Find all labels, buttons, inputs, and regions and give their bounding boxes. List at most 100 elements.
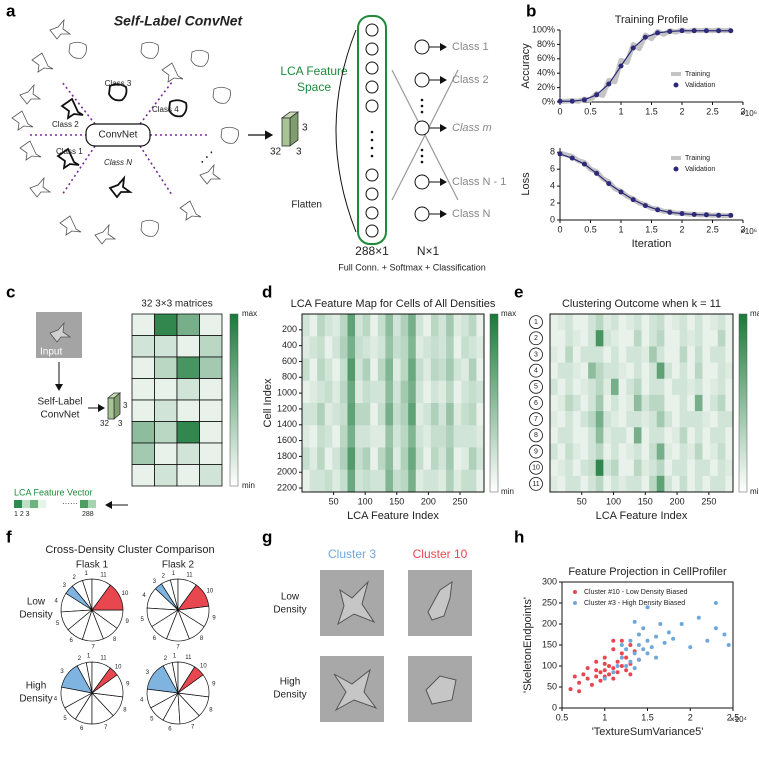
heat-cell — [461, 380, 470, 404]
slice-label: 2 — [78, 656, 82, 662]
heat-cell — [377, 380, 386, 404]
flatten-bracket — [335, 29, 357, 233]
heat-cell — [603, 378, 612, 396]
row-label: Density — [19, 610, 52, 621]
heat-cell — [565, 394, 574, 412]
heat-cell — [618, 362, 627, 380]
heat-cell — [633, 411, 642, 428]
y-tick-label: 250 — [542, 597, 557, 607]
point — [569, 155, 575, 161]
panel-label: g — [262, 527, 272, 546]
heat-cell — [557, 346, 566, 363]
row-badge — [529, 460, 543, 475]
heat-cell — [415, 314, 424, 337]
point — [628, 643, 633, 647]
row-label: 2 — [534, 335, 538, 342]
heat-cell — [408, 336, 417, 359]
slice-label: 6 — [70, 638, 74, 644]
heat-cell — [626, 330, 635, 347]
heat-cell — [672, 443, 680, 460]
heat-cell — [618, 427, 627, 444]
heat-cell — [656, 475, 665, 493]
heat-cell — [710, 346, 719, 363]
row-label: Density — [273, 605, 306, 616]
heat-cell — [355, 336, 363, 359]
heat-cell — [309, 403, 318, 426]
heat-cell — [476, 336, 485, 359]
colorbar — [738, 313, 748, 493]
heat-cell — [664, 394, 673, 412]
matrices-grid — [131, 313, 223, 487]
heat-cell — [694, 378, 703, 396]
heat-cell — [595, 362, 604, 380]
heat-cell — [332, 314, 341, 337]
point — [667, 28, 673, 34]
heat-cell — [317, 314, 326, 337]
heat-cell — [415, 336, 424, 359]
x-tick-label: 0 — [557, 224, 562, 234]
heat-cell — [672, 411, 680, 428]
heat-cell — [710, 443, 719, 460]
matrix-cell — [154, 313, 178, 336]
heat-cell — [572, 459, 581, 477]
heat-cell — [347, 336, 356, 359]
heat-cell — [641, 475, 650, 493]
point — [636, 643, 641, 647]
heat-cell — [317, 447, 326, 471]
heat-cell — [355, 314, 363, 337]
x-tick-label: 0 — [557, 106, 562, 116]
slice-label: 4 — [54, 696, 58, 702]
heat-cell — [446, 425, 454, 448]
slice-label: 8 — [113, 637, 117, 643]
pie-slice — [91, 661, 111, 695]
point — [581, 672, 586, 677]
point — [641, 626, 646, 631]
row-label: 7 — [534, 416, 538, 423]
point — [728, 212, 734, 218]
heat-cell — [694, 362, 703, 380]
heat-cell — [611, 346, 619, 363]
heat-cell — [687, 394, 696, 412]
heat-cell — [664, 330, 673, 347]
slice-label: 10 — [115, 664, 122, 670]
heat-cell — [565, 314, 574, 331]
heat-cell — [324, 314, 333, 337]
heat-cell — [415, 447, 424, 471]
row-label: High — [26, 681, 47, 692]
panel-a: Self-Label ConvNet ⋰ ConvNet Class 3 Cla… — [11, 13, 506, 272]
heat-cell — [446, 469, 454, 493]
point — [618, 189, 624, 195]
matrix-cell — [176, 378, 200, 401]
heat-cell — [339, 336, 348, 359]
colorbar-label: min — [750, 487, 759, 496]
point — [607, 664, 612, 668]
heat-cell — [679, 394, 688, 412]
point — [645, 605, 650, 610]
point — [691, 211, 697, 217]
caption: Full Conn. + Softmax + Classification — [338, 262, 486, 272]
heat-cell — [725, 330, 734, 347]
heat-cell — [377, 469, 386, 493]
heat-cell — [649, 475, 658, 493]
heat-cell — [317, 403, 326, 426]
heat-cell — [415, 425, 424, 448]
point — [602, 668, 607, 673]
heat-cell — [461, 447, 470, 471]
heat-cell — [557, 314, 566, 331]
class-label: Class 3 — [105, 79, 132, 88]
heat-cell — [679, 314, 688, 331]
y-axis-label: Cell Index — [262, 378, 274, 427]
slice-label: 7 — [91, 645, 95, 651]
heat-cell — [446, 314, 454, 337]
slice-label: 8 — [123, 707, 127, 713]
y-tick-label: 1800 — [277, 451, 297, 461]
output-label: Class 1 — [452, 41, 489, 53]
heat-cell — [595, 475, 604, 493]
heat-cell — [580, 443, 589, 460]
heat-cell — [717, 394, 726, 412]
slice-label: 1 — [85, 571, 89, 577]
heat-cell — [423, 403, 432, 426]
point — [602, 661, 607, 666]
convnet-box — [85, 123, 151, 147]
matrix-cell — [131, 378, 155, 401]
